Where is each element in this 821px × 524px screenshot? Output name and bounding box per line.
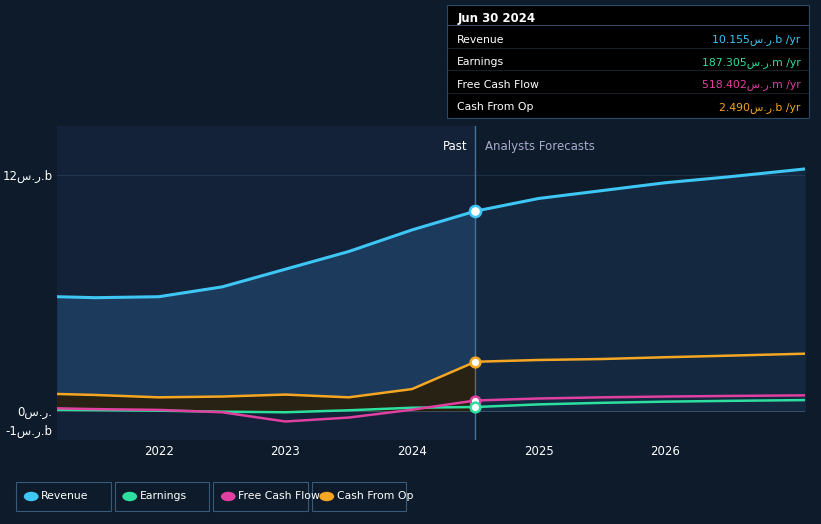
Bar [475,126,805,440]
Text: 187.305س.ر.m /yr: 187.305س.ر.m /yr [702,57,800,68]
Text: Revenue: Revenue [41,492,89,501]
Text: Jun 30 2024: Jun 30 2024 [457,12,535,25]
Text: Revenue: Revenue [457,35,505,45]
Text: Free Cash Flow: Free Cash Flow [238,492,320,501]
Text: 2.490س.ر.b /yr: 2.490س.ر.b /yr [719,102,800,113]
Text: Free Cash Flow: Free Cash Flow [457,80,539,90]
Text: Earnings: Earnings [457,57,504,67]
Bar [57,126,475,440]
Text: 518.402س.ر.m /yr: 518.402س.ر.m /yr [702,79,800,90]
Text: Analysts Forecasts: Analysts Forecasts [485,140,595,153]
Text: Earnings: Earnings [140,492,186,501]
Text: Cash From Op: Cash From Op [457,102,534,112]
Text: 10.155س.ر.b /yr: 10.155س.ر.b /yr [713,34,800,45]
Text: Cash From Op: Cash From Op [337,492,413,501]
Text: Past: Past [443,140,468,153]
